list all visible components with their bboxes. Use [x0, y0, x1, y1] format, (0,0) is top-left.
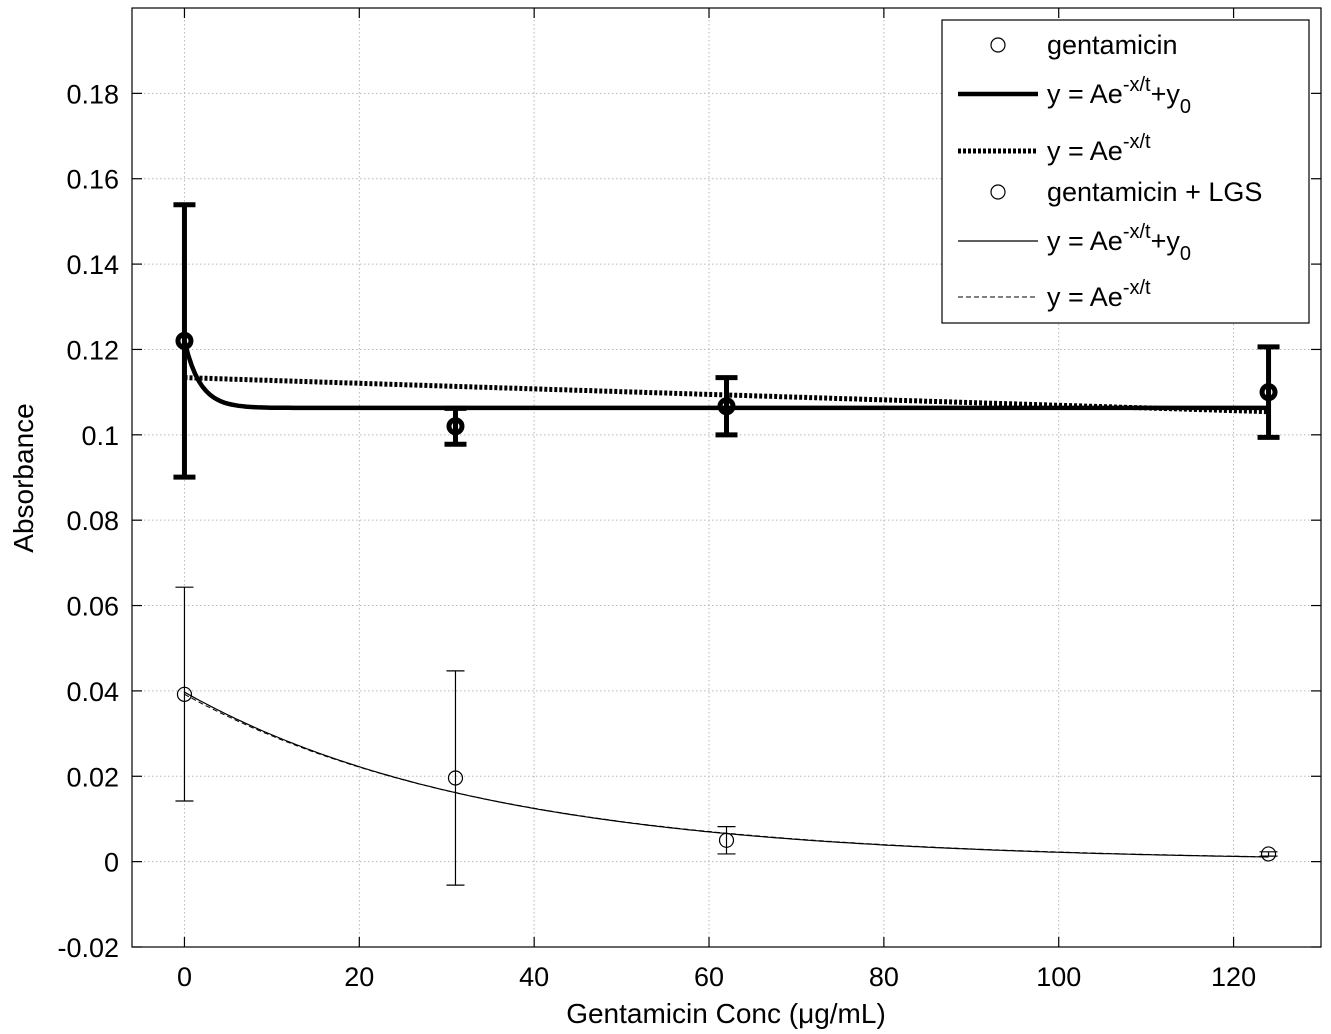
x-tick-label: 100: [1036, 962, 1081, 992]
legend-marker: [990, 37, 1006, 53]
data-point: [176, 686, 193, 702]
legend-marker: [990, 184, 1006, 200]
data-series: [173, 202, 1280, 886]
y-tick-label: 0.1: [81, 421, 119, 451]
x-axis-label: Gentamicin Conc (μg/mL): [566, 998, 886, 1029]
data-point: [1260, 846, 1277, 862]
y-axis-label: Absorbance: [8, 403, 39, 552]
data-point: [1259, 383, 1278, 402]
axis-ticks: 0 20 40 60 80 100 120 -0.02 0 0.02 0.04 0.06 0.08 0.1…: [57, 8, 1321, 992]
y-tick-label: 0.12: [66, 335, 119, 365]
x-tick-label: 120: [1211, 962, 1256, 992]
plot-frame: [131, 7, 1322, 948]
legend-label: gentamicin: [1047, 30, 1178, 60]
y-tick-label: 0.08: [66, 506, 119, 536]
y-tick-label: -0.02: [57, 933, 119, 963]
data-point: [447, 770, 464, 786]
data-point: [718, 832, 735, 848]
x-tick-label: 40: [519, 962, 549, 992]
legend-label: gentamicin + LGS: [1047, 177, 1262, 207]
x-tick-label: 80: [869, 962, 899, 992]
y-tick-label: 0.02: [66, 762, 119, 792]
x-tick-label: 20: [344, 962, 374, 992]
y-tick-label: 0.06: [66, 592, 119, 622]
legend-box: [941, 19, 1310, 324]
x-tick-label: 0: [177, 962, 192, 992]
x-tick-label: 60: [694, 962, 724, 992]
y-tick-label: 0.16: [66, 165, 119, 195]
y-tick-label: 0.04: [66, 677, 119, 707]
data-point: [446, 417, 465, 436]
y-tick-label: 0.14: [66, 250, 119, 280]
y-tick-label: 0.18: [66, 79, 119, 109]
data-point: [717, 397, 736, 416]
data-point: [175, 331, 194, 350]
y-tick-label: 0: [104, 848, 119, 878]
